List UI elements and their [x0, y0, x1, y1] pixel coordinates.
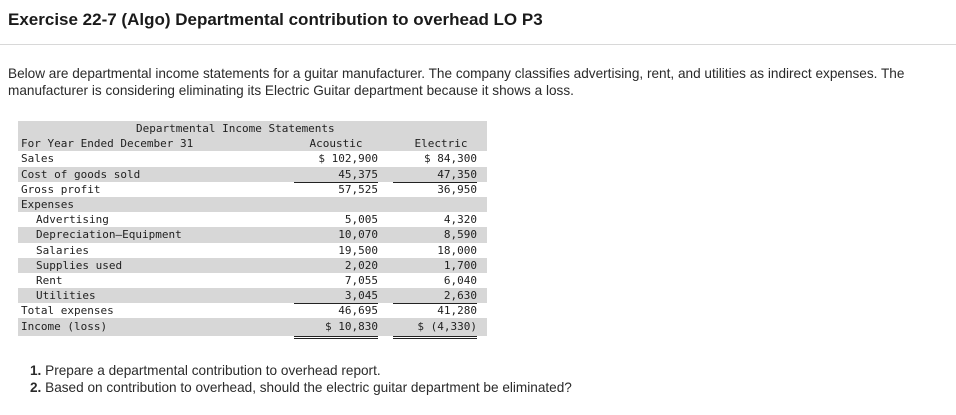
period-label: For Year Ended December 31: [21, 137, 194, 151]
table-row-gross-profit: Gross profit 57,525 36,950: [18, 182, 487, 197]
acoustic-value: $ 102,900: [318, 152, 378, 166]
row-label: Salaries: [36, 243, 89, 257]
acoustic-value: 19,500: [338, 243, 378, 257]
column-header-acoustic: Acoustic: [309, 137, 363, 151]
acoustic-value: 7,055: [344, 273, 378, 287]
row-label: Supplies used: [36, 258, 123, 272]
acoustic-value: 46,695: [294, 303, 378, 320]
acoustic-value: 57,525: [338, 182, 378, 196]
statement-title: Departmental Income Statements: [136, 122, 335, 135]
electric-value: 1,700: [443, 258, 477, 272]
question-number: 2.: [30, 380, 42, 395]
electric-value: 18,000: [437, 243, 477, 257]
table-row-supplies: Supplies used 2,020 1,700: [18, 257, 487, 273]
question-text: Prepare a departmental contribution to o…: [45, 363, 381, 378]
acoustic-value: 5,005: [344, 213, 378, 227]
income-statement-table: Departmental Income Statements For Year …: [18, 121, 487, 340]
electric-value: $ (4,330): [393, 318, 477, 340]
page-title: Exercise 22-7 (Algo) Departmental contri…: [8, 10, 543, 29]
question-number: 1.: [30, 363, 42, 378]
acoustic-value: 2,020: [344, 258, 378, 272]
table-row-cogs: Cost of goods sold 45,375 47,350: [18, 166, 487, 183]
acoustic-value: $ 10,830: [294, 318, 378, 340]
intro-paragraph: Below are departmental income statements…: [8, 66, 905, 98]
row-label: Advertising: [36, 213, 109, 227]
table-row-income-loss: Income (loss) $ 10,830 $ (4,330): [18, 318, 487, 340]
column-header-row: For Year Ended December 31 Acoustic Elec…: [18, 136, 487, 152]
row-label: Cost of goods sold: [21, 167, 141, 181]
row-label: Total expenses: [21, 304, 114, 318]
acoustic-value: 10,070: [338, 228, 378, 242]
electric-value: 8,590: [443, 228, 477, 242]
question-text: Based on contribution to overhead, shoul…: [45, 380, 572, 395]
row-label: Gross profit: [21, 182, 101, 196]
electric-value: $ 84,300: [424, 152, 477, 166]
row-label: Depreciation—Equipment: [36, 228, 182, 242]
table-row-salaries: Salaries 19,500 18,000: [18, 243, 487, 258]
title-divider: [0, 44, 956, 45]
row-label: Utilities: [36, 289, 96, 303]
column-header-electric: Electric: [414, 137, 468, 151]
question-item: 1. Prepare a departmental contribution t…: [30, 362, 572, 379]
electric-value: 36,950: [437, 182, 477, 196]
table-row-advertising: Advertising 5,005 4,320: [18, 212, 487, 227]
electric-value: 4,320: [443, 213, 477, 227]
statement-title-row: Departmental Income Statements: [18, 121, 487, 137]
questions-list: 1. Prepare a departmental contribution t…: [30, 362, 572, 396]
row-label: Expenses: [21, 197, 74, 211]
row-label: Sales: [21, 152, 55, 166]
acoustic-value: 3,045: [294, 288, 378, 305]
electric-value: 47,350: [393, 167, 477, 183]
row-label: Rent: [36, 273, 63, 287]
table-row-expenses-heading: Expenses: [18, 196, 487, 213]
table-row-utilities: Utilities 3,045 2,630: [18, 288, 487, 305]
electric-value: 2,630: [393, 288, 477, 305]
table-row-rent: Rent 7,055 6,040: [18, 273, 487, 288]
acoustic-value: 45,375: [294, 167, 378, 183]
table-row-total-expenses: Total expenses 46,695 41,280: [18, 303, 487, 320]
row-label: Income (loss): [21, 320, 108, 334]
table-row-depreciation: Depreciation—Equipment 10,070 8,590: [18, 227, 487, 243]
table-row-sales: Sales $ 102,900 $ 84,300: [18, 151, 487, 166]
electric-value: 6,040: [443, 273, 477, 287]
electric-value: 41,280: [393, 303, 477, 320]
question-item: 2. Based on contribution to overhead, sh…: [30, 379, 572, 396]
